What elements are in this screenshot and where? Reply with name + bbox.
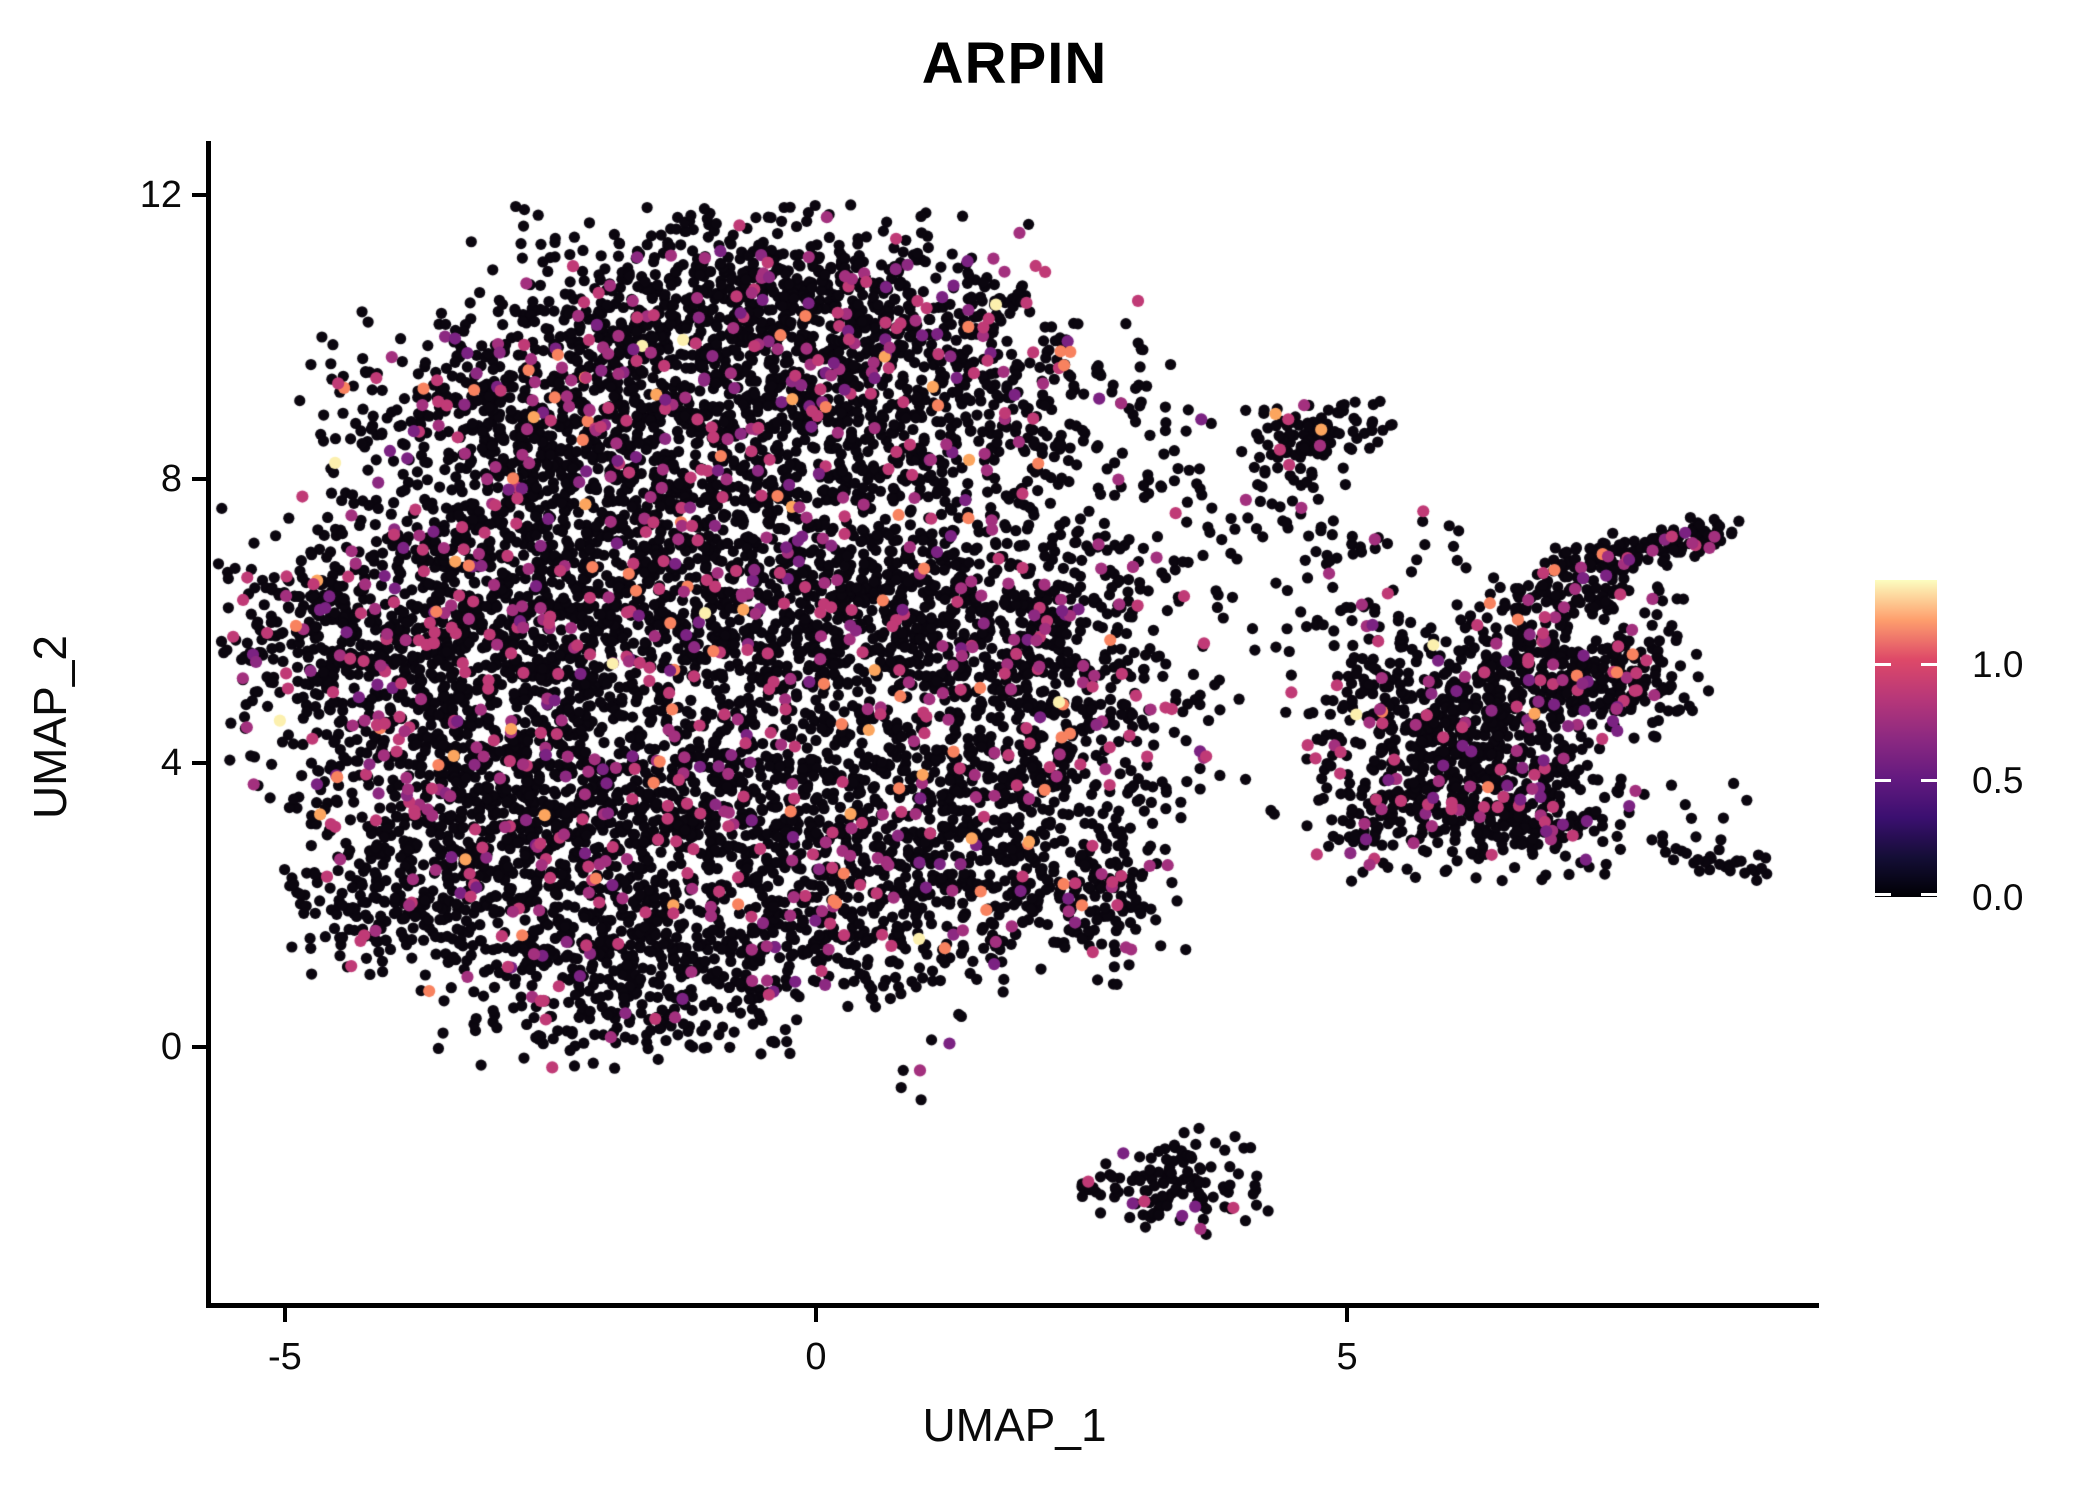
colorbar-tick-label: 0.0: [1972, 877, 2024, 918]
colorbar-gradient: [1875, 580, 1937, 897]
y-axis-line: [206, 141, 211, 1308]
x-axis-line: [206, 1303, 1819, 1308]
x-tick-mark: [813, 1308, 818, 1322]
colorbar-tick-mark: [1875, 662, 1891, 666]
x-tick-label: 0: [805, 1336, 827, 1378]
y-tick-label: 12: [139, 173, 182, 216]
colorbar-tick-mark: [1875, 779, 1891, 783]
y-axis-label: UMAP_2: [24, 634, 76, 820]
colorbar-tick-mark: [1875, 893, 1891, 896]
colorbar-tick-mark: [1921, 662, 1937, 666]
y-tick-label: 4: [160, 741, 182, 784]
x-tick-mark: [282, 1308, 287, 1322]
colorbar-tick-mark: [1921, 893, 1937, 896]
x-tick-label: 5: [1336, 1336, 1358, 1378]
x-tick-label: -5: [267, 1336, 302, 1378]
y-tick-mark: [192, 192, 206, 197]
x-axis-label: UMAP_1: [922, 1399, 1107, 1451]
colorbar-tick-label: 0.5: [1972, 760, 2024, 802]
y-tick-mark: [192, 476, 206, 481]
y-tick-mark: [192, 1044, 206, 1049]
x-tick-mark: [1345, 1308, 1350, 1322]
plot-title: ARPIN: [921, 31, 1108, 96]
y-tick-label: 0: [160, 1025, 182, 1068]
y-tick-label: 8: [160, 457, 182, 500]
colorbar-tick-label: 1.0: [1972, 643, 2024, 685]
y-tick-mark: [192, 760, 206, 765]
colorbar-tick-mark: [1921, 779, 1937, 783]
